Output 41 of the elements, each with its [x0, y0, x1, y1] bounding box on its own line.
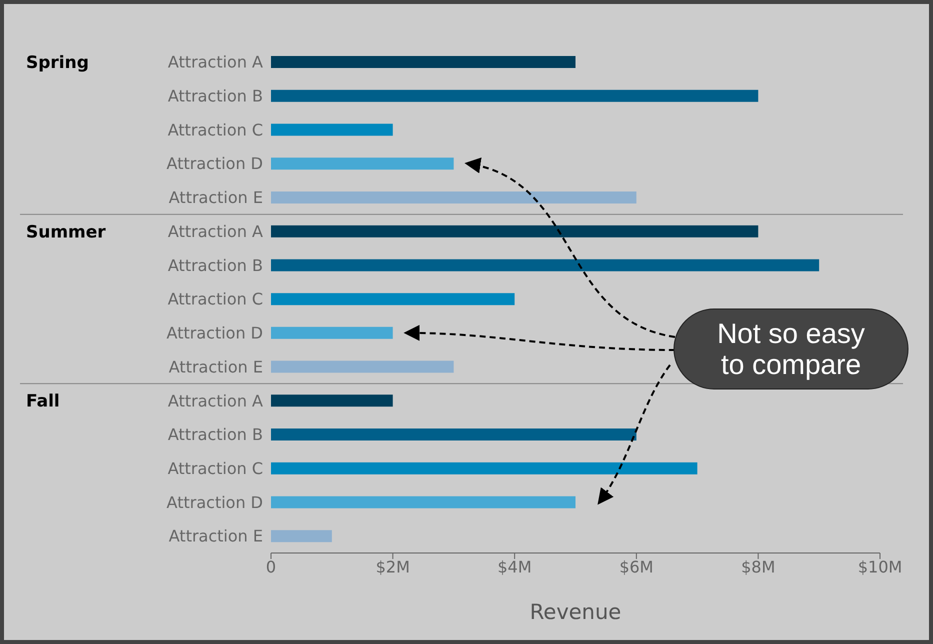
y-tick-label: Attraction E — [168, 357, 263, 376]
bar — [271, 360, 454, 373]
text: Summer — [26, 222, 106, 242]
x-tick-label: 0 — [266, 557, 276, 576]
bar — [271, 462, 698, 474]
annotation: Not so easy to compare — [717, 318, 865, 380]
y-tick-label: Attraction D — [166, 492, 263, 512]
y-tick-label: Attraction B — [168, 425, 263, 444]
bar — [271, 428, 636, 441]
y-tick-label: Attraction C — [168, 290, 263, 309]
y-tick-label: Attraction C — [168, 459, 263, 478]
y-tick-label: Attraction B — [168, 256, 263, 275]
text: Spring — [26, 52, 89, 73]
y-tick-label: Attraction B — [168, 86, 263, 106]
y-tick-label: Attraction E — [168, 188, 263, 208]
y-tick-label: Attraction C — [168, 120, 263, 140]
y-tick-label: Attraction A — [168, 52, 264, 72]
bar — [271, 496, 576, 508]
bar — [271, 124, 393, 136]
x-tick-label: $8M — [741, 557, 776, 576]
y-tick-label: Attraction D — [166, 324, 263, 343]
bar — [271, 225, 758, 238]
x-tick-label: $4M — [498, 557, 532, 576]
y-tick-label: Attraction A — [168, 222, 264, 241]
bar — [271, 530, 332, 542]
bar — [271, 326, 393, 339]
bar — [271, 56, 576, 68]
x-tick-label: $10M — [858, 557, 902, 576]
bar — [271, 293, 515, 306]
x-axis-title: Revenue — [530, 600, 622, 624]
x-tick-label: $6M — [619, 557, 654, 576]
bar — [271, 90, 758, 102]
bar — [271, 394, 393, 407]
y-tick-label: Attraction E — [168, 526, 263, 546]
y-tick-label: Attraction D — [166, 154, 263, 174]
y-tick-label: Attraction A — [168, 391, 264, 410]
x-tick-label: $2M — [376, 557, 410, 576]
text: Fall — [26, 392, 60, 412]
bar — [271, 191, 636, 204]
bar — [271, 158, 454, 170]
bar — [271, 259, 820, 272]
